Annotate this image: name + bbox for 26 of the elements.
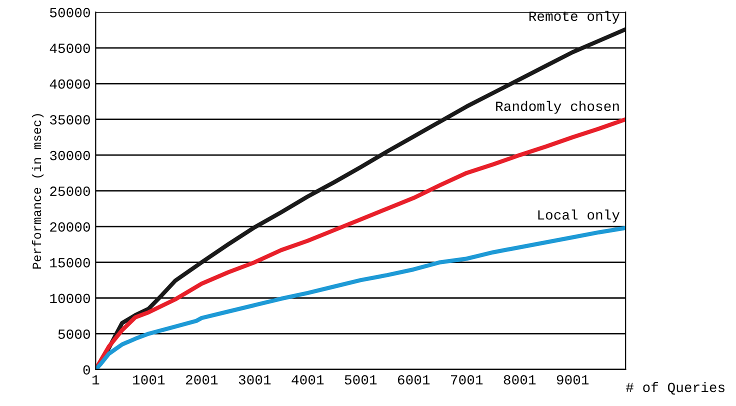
x-tick-label: 4001 [292, 375, 324, 385]
x-tick-label: 3001 [238, 375, 271, 385]
x-tick-label: 1 [92, 375, 100, 384]
x-tick-label: 5001 [344, 375, 377, 385]
y-tick-label: 50000 [50, 8, 90, 18]
y-tick-label: 10000 [50, 294, 90, 304]
x-tick-label: 6001 [398, 375, 430, 385]
y-tick-label: 25000 [50, 186, 90, 196]
y-tick-label: 15000 [50, 258, 90, 268]
y-axis-title: Performance (in msec) [32, 114, 44, 269]
series-label: Randomly chosen [496, 100, 619, 114]
x-tick-label: 1001 [133, 375, 165, 385]
y-tick-label: 0 [83, 365, 90, 375]
y-tick-label: 45000 [50, 44, 90, 54]
x-axis-title: # of Queries [626, 382, 724, 395]
y-tick-label: 40000 [50, 79, 90, 89]
x-tick-label: 8001 [504, 375, 536, 385]
y-tick-label: 30000 [50, 150, 90, 160]
x-tick-label: 7001 [451, 375, 483, 385]
series-label: Local only [538, 209, 620, 222]
y-tick-label: 35000 [50, 115, 90, 125]
series-label: Remote only [529, 10, 620, 24]
x-tick-label: 9001 [556, 375, 589, 385]
y-tick-label: 5000 [58, 329, 90, 339]
x-tick-label: 2001 [186, 375, 218, 385]
y-tick-label: 20000 [50, 222, 90, 232]
